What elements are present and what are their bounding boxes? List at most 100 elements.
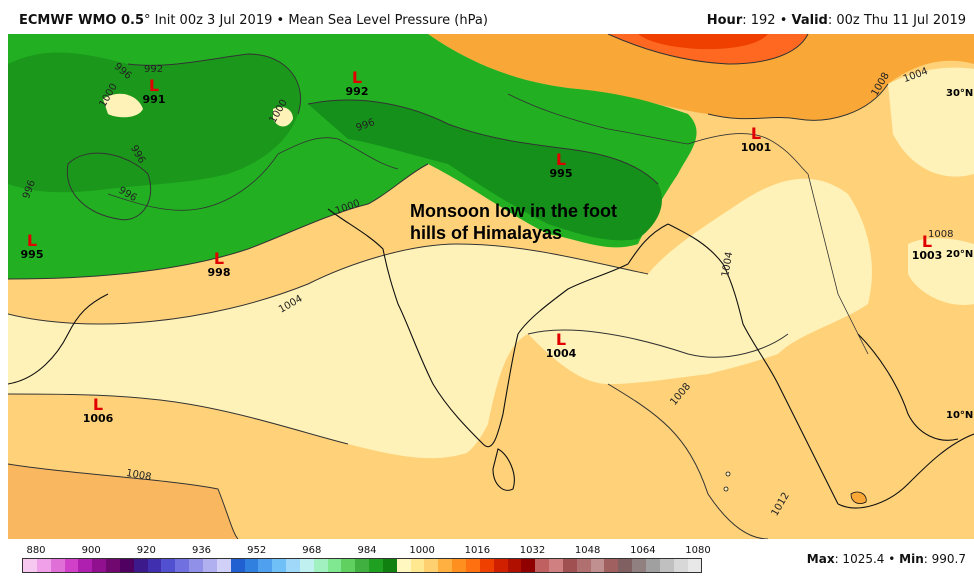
- low-value: 1003: [911, 249, 943, 262]
- annotation-line-2: hills of Himalayas: [410, 223, 563, 243]
- low-marker: L 1001: [731, 126, 781, 154]
- scale-swatch: [189, 559, 203, 572]
- hour-value: : 192: [742, 13, 776, 28]
- scale-label: 880: [26, 545, 46, 556]
- latitude-label: 20°N: [946, 249, 974, 260]
- scale-swatch: [119, 559, 134, 572]
- map-header: ECMWF WMO 0.5° Init 00z 3 Jul 2019 • Mea…: [0, 0, 974, 34]
- scale-swatch: [590, 559, 605, 572]
- low-symbol: L: [148, 76, 160, 95]
- model-name: ECMWF WMO 0.5: [19, 13, 144, 28]
- fill-996-gangetic: [308, 100, 662, 241]
- fill-tibet-max: [638, 34, 768, 50]
- scale-label: 984: [357, 545, 377, 556]
- coast-thailand: [837, 433, 974, 509]
- header-separator: •: [276, 13, 285, 28]
- coast-srilanka: [492, 448, 515, 491]
- low-symbol: L: [351, 68, 363, 87]
- scale-label: 1016: [464, 545, 491, 556]
- low-symbol: L: [555, 150, 567, 169]
- scale-swatch: [286, 559, 300, 572]
- scale-swatch: [299, 559, 314, 572]
- low-value: 998: [207, 266, 231, 279]
- map-canvas: [8, 34, 974, 539]
- latitude-label: 30°N: [946, 88, 974, 99]
- color-scale-bar: [22, 558, 702, 573]
- border-india-tibet: [507, 93, 689, 145]
- isobar-996-closed: [66, 152, 152, 221]
- scale-label: 1064: [630, 545, 656, 556]
- scale-swatch: [106, 559, 120, 572]
- scale-label: 952: [247, 545, 267, 556]
- low-value: 1006: [82, 412, 114, 425]
- scale-swatch: [562, 559, 577, 572]
- scale-swatch: [687, 559, 702, 572]
- fill-1004-indochina: [908, 238, 974, 305]
- scale-swatch: [576, 559, 591, 572]
- min-value: : 990.7: [923, 552, 966, 566]
- isobar-1008-southwest: [8, 463, 239, 539]
- scale-swatch: [50, 559, 65, 572]
- scale-swatch: [64, 559, 79, 572]
- scale-swatch: [78, 559, 93, 572]
- scale-swatch: [216, 559, 231, 572]
- isobar-1004-north: [707, 83, 889, 121]
- low-value: 991: [142, 93, 166, 106]
- contour-label: 992: [144, 64, 164, 75]
- scale-swatch: [396, 559, 411, 572]
- scale-swatch: [659, 559, 674, 572]
- scale-label: 1080: [685, 545, 711, 556]
- low-marker: L 1003: [902, 234, 952, 262]
- border-myanmar-thai: [807, 173, 869, 355]
- coast-arabia: [8, 293, 109, 385]
- fill-1004-india: [8, 178, 872, 459]
- scale-swatch: [410, 559, 425, 572]
- valid-value: : 00z Thu 11 Jul 2019: [827, 13, 966, 28]
- fill-1004-northeast: [888, 67, 974, 177]
- scale-swatch: [258, 559, 273, 572]
- scale-swatch: [438, 559, 453, 572]
- scale-label: 968: [302, 545, 322, 556]
- max-label: Max: [806, 552, 835, 566]
- scale-swatch: [313, 559, 328, 572]
- max-min-stats: Max: 1025.4 • Min: 990.7: [807, 552, 966, 566]
- header-left: ECMWF WMO 0.5° Init 00z 3 Jul 2019 • Mea…: [19, 13, 488, 28]
- scale-swatch: [147, 559, 162, 572]
- scale-swatch: [369, 559, 383, 572]
- scale-swatch: [479, 559, 494, 572]
- scale-swatch: [92, 559, 107, 572]
- coastlines: [8, 208, 974, 509]
- scale-labels: 880 900 920 936 952 968 984 1000 1016 1032 1048 106…: [22, 545, 710, 557]
- isobars: [8, 34, 889, 539]
- latitude-label: 10°N: [946, 410, 974, 421]
- scale-swatch: [507, 559, 522, 572]
- scale-swatch: [23, 559, 37, 572]
- valid-label: Valid: [791, 13, 828, 28]
- contour-label: 1008: [928, 229, 954, 240]
- borders: [107, 93, 869, 355]
- isobar-996-gangetic: [307, 99, 659, 185]
- fill-1012-southwest: [8, 464, 238, 539]
- border-pakistan-india: [277, 137, 399, 170]
- monsoon-annotation: Monsoon low in the foot hills of Himalay…: [410, 200, 670, 244]
- isobar-1004-south: [8, 243, 649, 325]
- scale-swatch: [244, 559, 259, 572]
- fill-992-northwest: [8, 52, 301, 193]
- min-label: Min: [899, 552, 924, 566]
- scale-label: 1048: [574, 545, 601, 556]
- low-marker: L 992: [332, 70, 382, 98]
- low-symbol: L: [26, 231, 38, 250]
- scale-swatch: [535, 559, 550, 572]
- low-symbol: L: [213, 249, 225, 268]
- fill-1000-patch: [103, 93, 143, 118]
- low-value: 992: [345, 85, 369, 98]
- isobar-tibet: [607, 34, 809, 65]
- scale-swatch: [36, 559, 51, 572]
- scale-swatch: [175, 559, 190, 572]
- island-orange: [850, 491, 867, 504]
- hour-label: Hour: [706, 13, 743, 28]
- scale-swatch: [493, 559, 508, 572]
- low-marker: L 991: [129, 78, 179, 106]
- border-iran-pakistan: [107, 153, 279, 211]
- isobar-1000-south: [8, 163, 429, 280]
